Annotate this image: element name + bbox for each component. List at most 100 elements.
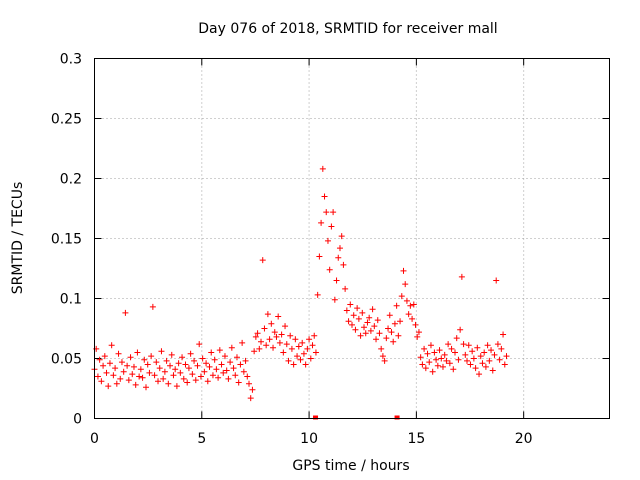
data-point xyxy=(122,309,129,316)
data-point xyxy=(141,356,148,363)
data-point xyxy=(115,350,122,357)
data-point xyxy=(443,357,450,364)
data-point xyxy=(254,330,261,337)
data-point xyxy=(112,365,119,372)
data-point xyxy=(415,329,422,336)
data-point xyxy=(191,357,198,364)
data-point xyxy=(227,359,234,366)
data-point xyxy=(335,254,342,261)
data-point xyxy=(101,353,108,360)
data-point xyxy=(177,369,184,376)
data-point xyxy=(216,347,223,354)
data-point xyxy=(457,326,464,333)
data-point xyxy=(201,368,208,375)
data-point xyxy=(139,374,146,381)
data-point xyxy=(261,325,268,332)
data-point xyxy=(304,345,311,352)
data-point xyxy=(225,375,232,382)
data-point xyxy=(397,318,404,325)
data-point xyxy=(160,375,167,382)
data-point xyxy=(431,349,438,356)
data-point xyxy=(376,330,383,337)
data-point xyxy=(323,209,330,216)
data-point xyxy=(283,341,290,348)
data-point xyxy=(446,360,453,367)
data-point xyxy=(362,330,369,337)
data-point xyxy=(448,345,455,352)
data-point xyxy=(264,311,271,318)
data-point xyxy=(125,377,132,384)
data-point xyxy=(189,371,196,378)
data-point xyxy=(290,361,297,368)
data-point xyxy=(321,193,328,200)
data-point xyxy=(402,281,409,288)
y-tick-label: 0.15 xyxy=(51,232,82,248)
data-point xyxy=(369,306,376,313)
data-point xyxy=(278,331,285,338)
grid-lines xyxy=(94,58,610,419)
x-axis-label: GPS time / hours xyxy=(292,458,409,474)
data-point xyxy=(381,357,388,364)
data-point xyxy=(465,342,472,349)
data-point xyxy=(460,341,467,348)
data-point xyxy=(378,345,385,352)
data-point xyxy=(494,341,501,348)
data-point xyxy=(383,335,390,342)
data-point xyxy=(427,342,434,349)
data-point xyxy=(479,360,486,367)
data-point xyxy=(412,321,419,328)
data-point xyxy=(118,359,125,366)
data-point xyxy=(326,266,333,273)
data-point xyxy=(297,356,304,363)
y-tick-label: 0.25 xyxy=(51,112,82,128)
data-point xyxy=(258,338,265,345)
data-point xyxy=(421,345,428,352)
data-point xyxy=(179,354,186,361)
data-point xyxy=(306,336,313,343)
data-point xyxy=(357,332,364,339)
data-point xyxy=(345,318,352,325)
data-point xyxy=(192,377,199,384)
data-point xyxy=(259,257,266,264)
data-point xyxy=(426,359,433,366)
data-point xyxy=(153,359,160,366)
data-point xyxy=(388,329,395,336)
data-point xyxy=(307,355,314,362)
data-point xyxy=(407,302,414,309)
data-point xyxy=(228,344,235,351)
data-point xyxy=(237,361,244,368)
data-point xyxy=(390,338,397,345)
data-point xyxy=(233,354,240,361)
data-point xyxy=(398,293,405,300)
data-point xyxy=(462,351,469,358)
data-point xyxy=(441,351,448,358)
y-tick-label: 0.05 xyxy=(51,352,82,368)
x-tick-label: 5 xyxy=(197,431,206,447)
data-point xyxy=(295,343,302,350)
data-point xyxy=(338,233,345,240)
data-point xyxy=(151,372,158,379)
data-point xyxy=(155,378,162,385)
data-point xyxy=(175,360,182,367)
data-point xyxy=(464,357,471,364)
data-point xyxy=(414,333,421,340)
data-point xyxy=(182,361,189,368)
data-point xyxy=(208,349,215,356)
data-point xyxy=(251,348,258,355)
y-tick-label: 0.2 xyxy=(60,172,82,188)
data-point xyxy=(445,341,452,348)
data-point xyxy=(429,368,436,375)
data-point xyxy=(110,372,117,379)
data-point xyxy=(364,319,371,326)
data-point xyxy=(98,378,105,385)
data-point xyxy=(331,296,338,303)
data-point xyxy=(247,395,254,402)
data-point xyxy=(385,325,392,332)
data-point xyxy=(163,357,170,364)
data-point xyxy=(185,365,192,372)
chart-title: Day 076 of 2018, SRMTID for receiver mal… xyxy=(198,21,497,37)
data-point xyxy=(168,351,175,358)
data-point xyxy=(204,378,211,385)
data-point xyxy=(467,361,474,368)
